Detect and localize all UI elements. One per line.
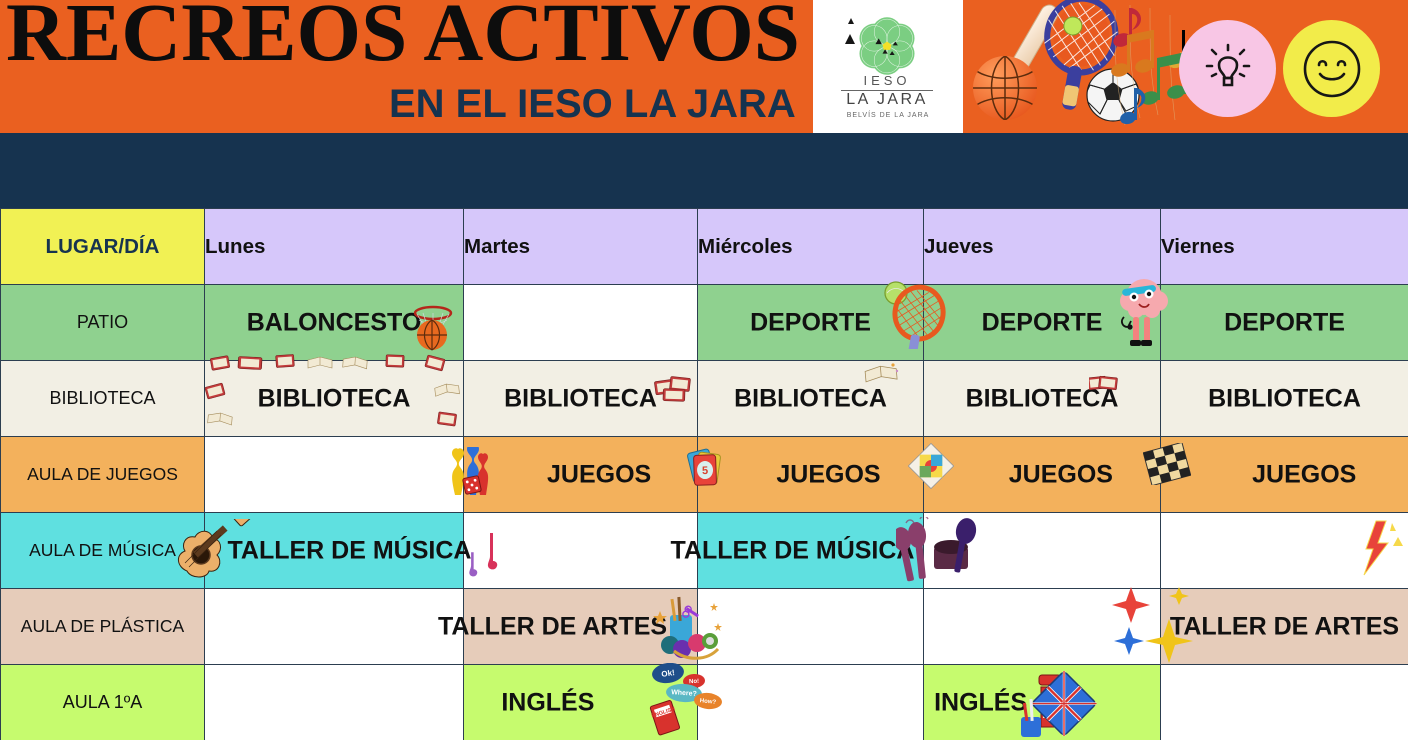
svg-text:ENGLISH: ENGLISH bbox=[651, 706, 676, 719]
svg-text:Where?: Where? bbox=[671, 689, 697, 698]
svg-text:Ok!: Ok! bbox=[661, 668, 675, 679]
svg-text:LESSON: LESSON bbox=[655, 713, 677, 725]
svg-text:5: 5 bbox=[702, 465, 709, 477]
